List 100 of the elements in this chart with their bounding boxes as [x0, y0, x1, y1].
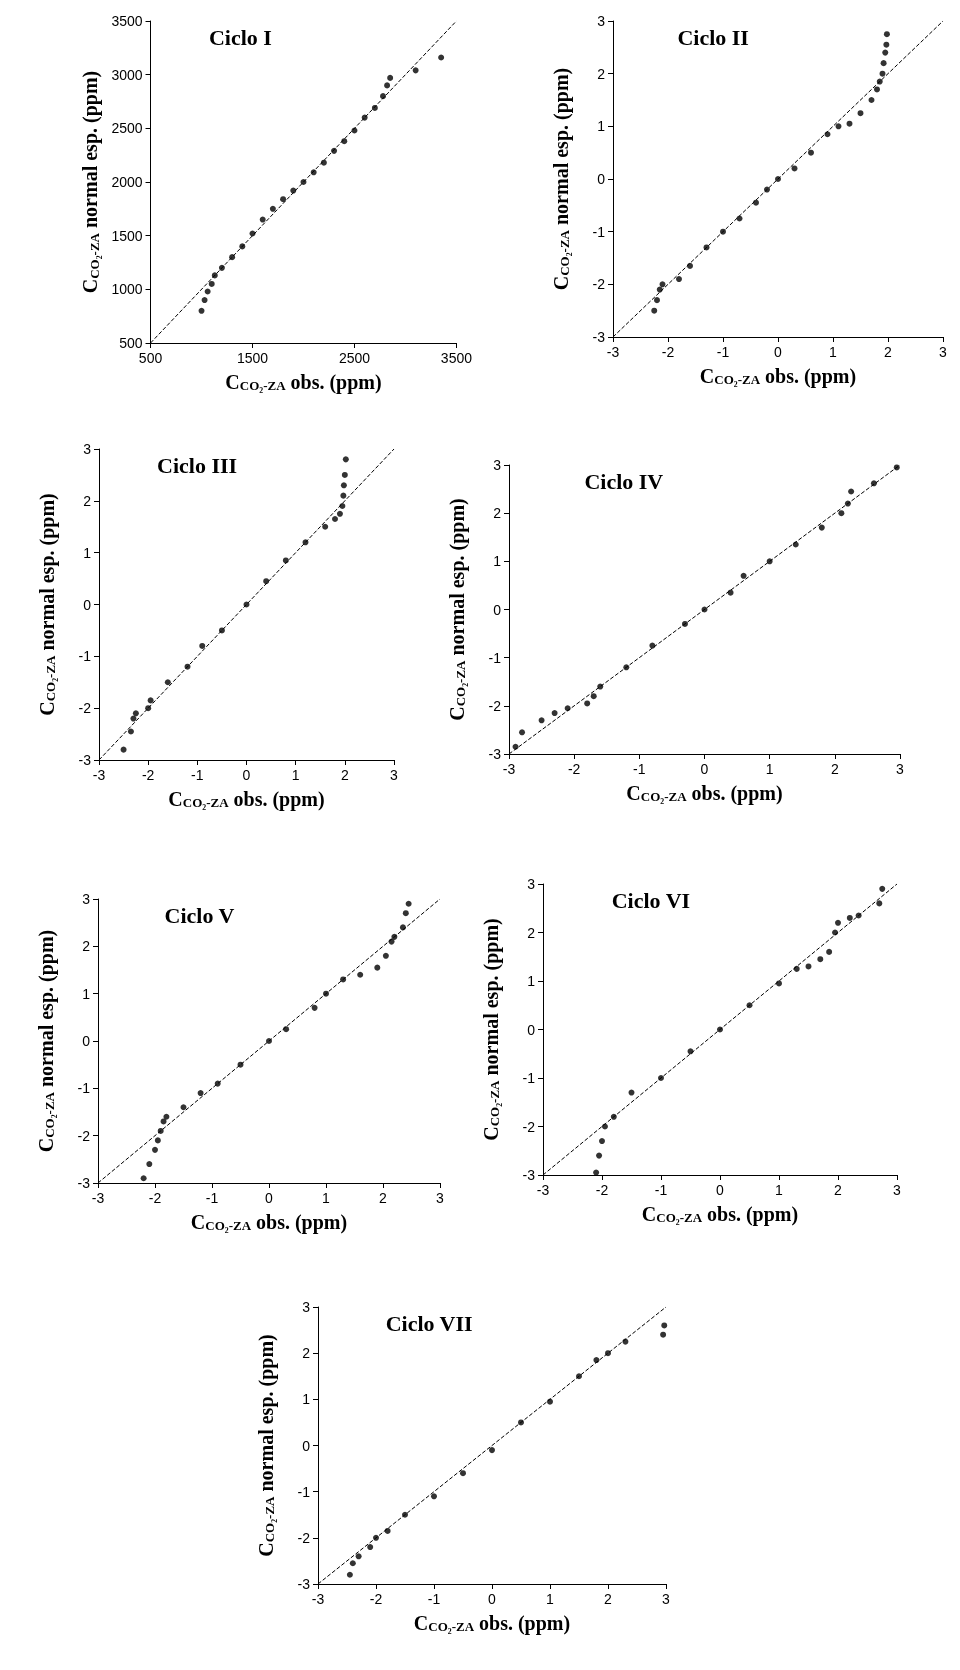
y-axis-title: CCO₂-ZA normal esp. (ppm) [35, 493, 59, 716]
chart-title: Ciclo I [208, 24, 272, 50]
y-tick-label: 0 [597, 171, 606, 187]
point [412, 67, 419, 74]
y-tick-label: 3 [302, 1299, 311, 1315]
y-tick-label: 1500 [111, 227, 143, 244]
x-tick-label: 3 [436, 1190, 445, 1206]
point [349, 1560, 356, 1567]
x-axis-title: CCO₂-ZA obs. (ppm) [168, 787, 325, 811]
point [805, 963, 812, 970]
x-tick-label: 1 [765, 761, 774, 777]
point [269, 205, 276, 212]
point [160, 1118, 167, 1125]
point [848, 488, 855, 495]
y-tick-label: 0 [83, 596, 92, 613]
x-tick-label: 1 [322, 1190, 331, 1206]
point [152, 1146, 158, 1153]
x-axis-title: CCO₂-ZA obs. (ppm) [190, 1210, 348, 1234]
point [342, 456, 349, 463]
y-tick-label: -2 [78, 700, 92, 717]
point [676, 276, 682, 283]
point [876, 900, 883, 907]
x-tick-label: 2500 [338, 350, 371, 366]
x-tick-label: -1 [427, 1591, 441, 1607]
y-tick-label: 2000 [111, 174, 143, 190]
x-tick-label: -1 [191, 767, 204, 783]
y-tick-label: 0 [527, 1021, 536, 1038]
point [132, 710, 139, 717]
y-tick-label: 2 [83, 492, 92, 509]
y-tick-label: 1 [493, 553, 502, 570]
chart-title: Ciclo IV [584, 468, 664, 494]
y-tick-label: 2 [597, 65, 606, 82]
x-tick-label: 500 [138, 350, 163, 366]
y-tick-label: 3 [493, 457, 502, 473]
y-tick-label: -2 [297, 1529, 311, 1546]
y-tick-label: 3000 [111, 66, 143, 83]
x-tick-label: 0 [716, 1182, 725, 1198]
x-tick-label: 2 [834, 1182, 843, 1198]
x-axis-title: CCO₂-ZA obs. (ppm) [699, 364, 857, 388]
x-tick-label: -1 [633, 761, 646, 777]
point [775, 176, 781, 182]
point [198, 307, 205, 314]
point [826, 948, 833, 955]
x-tick-label: 1500 [236, 350, 269, 366]
x-tick-label: 0 [700, 761, 709, 777]
point [387, 74, 394, 81]
x-tick-label: 3 [939, 344, 948, 360]
y-axis-title: CCO₂-ZA normal esp. (ppm) [445, 498, 469, 721]
y-tick-label: -2 [488, 697, 502, 714]
point [147, 697, 154, 704]
y-tick-label: -2 [592, 276, 606, 293]
y-tick-label: 2 [527, 924, 536, 941]
x-tick-label: 0 [265, 1190, 274, 1206]
y-tick-label: -3 [592, 329, 606, 345]
point [163, 1113, 170, 1120]
point [199, 642, 206, 649]
point [818, 524, 825, 531]
point [538, 717, 545, 724]
point [201, 297, 208, 304]
y-axis-title: CCO₂-ZA normal esp. (ppm) [79, 70, 102, 294]
y-tick-label: 2 [302, 1345, 311, 1362]
point [280, 196, 287, 203]
point [208, 280, 215, 287]
x-tick-label: 0 [242, 767, 251, 783]
y-tick-label: 3 [83, 441, 92, 457]
point [596, 1152, 603, 1159]
x-axis-title: CCO₂-ZA obs. (ppm) [225, 370, 382, 394]
point [164, 679, 171, 686]
y-tick-label: -1 [77, 1080, 91, 1097]
y-tick-label: -2 [522, 1118, 536, 1135]
x-tick-label: 2 [340, 767, 349, 783]
x-tick-label: 2 [379, 1190, 388, 1206]
point [791, 165, 798, 172]
y-tick-label: -3 [522, 1167, 536, 1183]
point [489, 1447, 495, 1454]
y-axis-title: CCO₂-ZA normal esp. (ppm) [34, 929, 58, 1153]
chart-title: Ciclo III [157, 452, 238, 478]
y-tick-label: 3 [597, 13, 606, 29]
y-tick-label: 1 [83, 544, 92, 561]
point [880, 60, 887, 67]
point [346, 1571, 353, 1578]
y-tick-label: 1 [527, 973, 536, 989]
x-tick-label: -2 [661, 344, 675, 360]
point [651, 307, 658, 314]
y-tick-label: -1 [297, 1483, 311, 1500]
chart-title: Ciclo V [164, 902, 235, 928]
x-tick-label: 1 [829, 344, 838, 360]
y-tick-label: 0 [302, 1437, 311, 1454]
point [154, 1137, 161, 1144]
y-tick-label: 1 [597, 118, 606, 135]
point [883, 41, 890, 48]
point [266, 1038, 272, 1044]
point [340, 492, 347, 499]
point [382, 952, 389, 959]
point [740, 572, 747, 579]
x-tick-label: 3 [896, 761, 905, 777]
x-tick-label: 3 [893, 1182, 902, 1198]
point [658, 1075, 664, 1081]
point [660, 1331, 667, 1338]
x-tick-label: -1 [716, 344, 730, 360]
